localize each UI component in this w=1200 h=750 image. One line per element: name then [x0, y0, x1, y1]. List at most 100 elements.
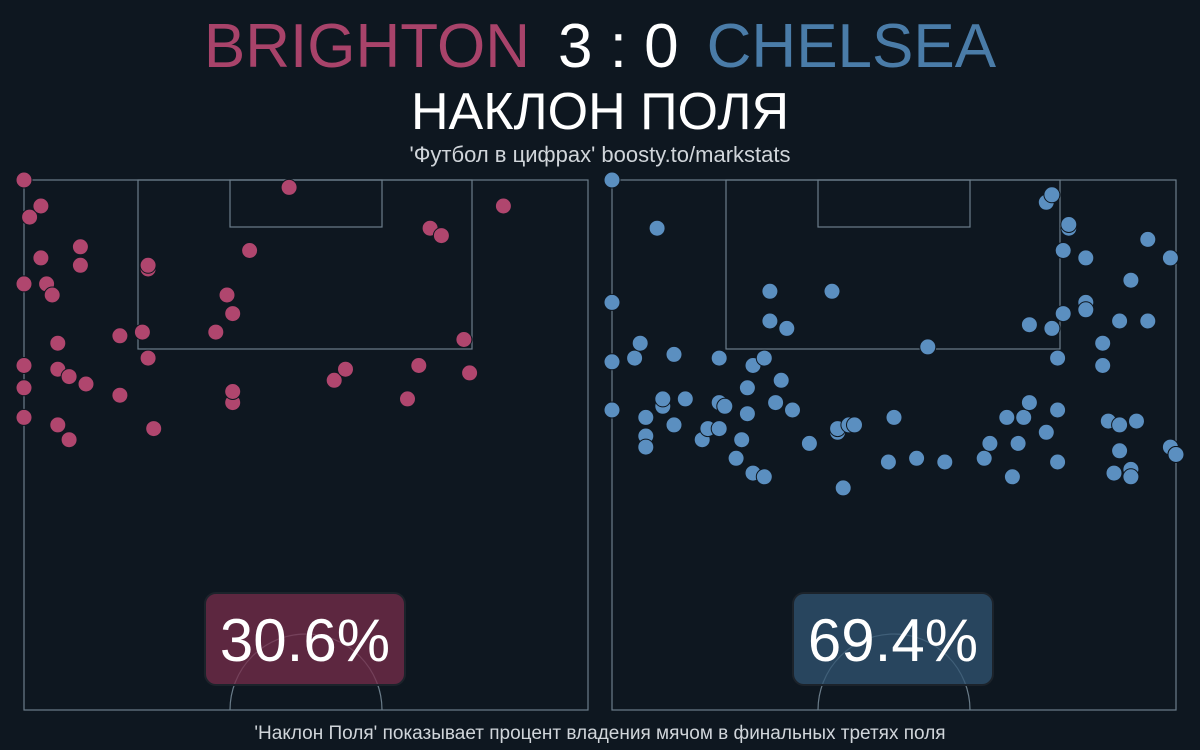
possession-point	[603, 171, 621, 189]
possession-point	[1054, 242, 1072, 259]
possession-point	[224, 305, 242, 323]
possession-point	[1122, 468, 1140, 486]
possession-point	[648, 219, 666, 237]
possession-point	[1049, 401, 1067, 419]
possession-point	[626, 349, 644, 367]
possession-point	[1111, 442, 1129, 460]
possession-point	[1043, 186, 1061, 204]
possession-point	[1049, 453, 1067, 471]
possession-point	[755, 349, 773, 367]
possession-point	[15, 379, 33, 397]
possession-point	[111, 327, 129, 345]
possession-point	[975, 449, 993, 467]
possession-point	[77, 375, 95, 393]
possession-point	[716, 397, 734, 415]
possession-point	[399, 390, 416, 408]
possession-point	[800, 434, 818, 452]
possession-point	[60, 368, 78, 386]
possession-point	[21, 208, 39, 226]
possession-point	[1139, 230, 1157, 248]
chart-subtitle: 'Футбол в цифрах' boosty.to/markstats	[409, 142, 791, 167]
away-field-tilt-value: 69.4%	[792, 592, 994, 686]
possession-point	[784, 401, 801, 419]
possession-point	[834, 479, 852, 497]
possession-point	[637, 438, 655, 456]
possession-point	[32, 197, 50, 215]
possession-point	[603, 293, 621, 311]
possession-point	[1003, 468, 1021, 486]
possession-point	[325, 371, 343, 389]
possession-point	[710, 420, 728, 438]
possession-point	[738, 379, 756, 397]
possession-point	[919, 338, 937, 356]
possession-point	[1167, 446, 1185, 463]
possession-point	[1122, 271, 1140, 289]
possession-point	[1077, 301, 1095, 319]
home-pitch-chart	[15, 171, 589, 711]
possession-point	[1009, 434, 1027, 452]
possession-point	[936, 453, 954, 471]
possession-point	[885, 408, 903, 426]
possession-point	[15, 275, 33, 293]
possession-point	[1015, 408, 1033, 426]
chart-title: НАКЛОН ПОЛЯ	[410, 83, 789, 141]
scoreline: BRIGHTON 3 : 0 CHELSEA	[0, 12, 1200, 82]
possession-point	[1094, 334, 1112, 352]
possession-point	[224, 383, 242, 400]
away-pitch-chart	[603, 171, 1185, 711]
possession-point	[71, 256, 89, 274]
possession-point	[207, 323, 225, 341]
possession-point	[60, 431, 78, 449]
possession-point	[43, 286, 61, 304]
possession-point	[1020, 316, 1038, 334]
possession-point	[145, 420, 163, 438]
possession-point	[1128, 412, 1145, 430]
header: BRIGHTON 3 : 0 CHELSEA НАКЛОН ПОЛЯ 'Футбол…	[0, 0, 1200, 175]
possession-point	[71, 238, 89, 256]
possession-point	[461, 364, 479, 382]
possession-point	[1077, 249, 1095, 267]
possession-point	[665, 345, 683, 363]
score: 3 : 0	[558, 12, 679, 81]
possession-point	[15, 357, 33, 374]
penalty-box	[137, 179, 473, 350]
possession-point	[727, 449, 745, 467]
six-yard-box	[229, 179, 383, 228]
possession-point	[1060, 216, 1078, 233]
possession-point	[998, 408, 1016, 426]
possession-point	[981, 434, 999, 452]
possession-point	[772, 371, 790, 389]
possession-point	[767, 394, 785, 412]
possession-point	[410, 357, 428, 374]
possession-point	[241, 242, 259, 259]
six-yard-box	[817, 179, 971, 228]
possession-point	[738, 405, 756, 423]
possession-point	[1020, 394, 1038, 412]
possession-point	[139, 256, 157, 274]
possession-point	[49, 416, 67, 434]
possession-point	[1049, 349, 1067, 367]
possession-point	[908, 449, 926, 467]
possession-point	[1111, 416, 1129, 434]
possession-point	[455, 331, 473, 348]
possession-point	[218, 286, 236, 304]
possession-point	[1111, 312, 1129, 330]
possession-point	[111, 386, 129, 404]
possession-point	[494, 197, 512, 215]
possession-point	[1161, 249, 1179, 267]
possession-point	[139, 349, 157, 367]
possession-point	[337, 360, 354, 378]
footer-note: 'Наклон Поля' показывает процент владени…	[254, 723, 946, 744]
possession-point	[603, 401, 621, 419]
possession-point	[603, 353, 621, 371]
possession-point	[761, 282, 779, 300]
possession-point	[49, 334, 67, 352]
possession-point	[631, 334, 649, 352]
possession-point	[432, 227, 450, 245]
possession-point	[733, 431, 751, 449]
away-team-name: CHELSEA	[706, 12, 997, 81]
possession-point	[15, 408, 33, 426]
home-team-name: BRIGHTON	[203, 12, 530, 81]
possession-point	[710, 349, 728, 367]
possession-point	[1054, 305, 1072, 323]
